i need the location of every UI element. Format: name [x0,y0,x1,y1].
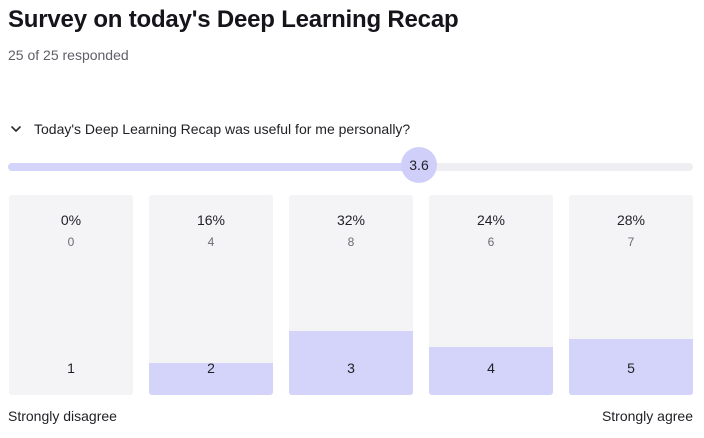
bar-option-3: 32% 8 3 [289,195,413,395]
scale-max-label: Strongly agree [601,408,693,424]
bar-category-label: 4 [487,360,495,376]
bar-option-4: 24% 6 4 [429,195,553,395]
bar-option-2: 16% 4 2 [149,195,273,395]
bar-category-label: 5 [627,360,635,376]
bar-option-5: 28% 7 5 [569,195,693,395]
bar-fill [429,347,553,395]
chevron-down-icon[interactable] [8,121,24,137]
bar-count-label: 8 [347,235,355,249]
bar-count-label: 4 [207,235,215,249]
average-value-badge[interactable]: 3.6 [401,147,437,183]
bar-category-label: 3 [347,360,355,376]
average-slider-track [8,163,693,171]
question-text: Today's Deep Learning Recap was useful f… [34,121,411,137]
bar-category-label: 2 [207,360,215,376]
bar-fill [289,331,413,395]
bar-percent-label: 24% [476,212,506,228]
bar-count-label: 0 [67,235,75,249]
bar-fill [149,363,273,395]
response-count: 25 of 25 responded [8,47,129,63]
bar-category-label: 1 [67,360,75,376]
bar-percent-label: 0% [60,212,82,228]
bar-count-label: 6 [487,235,495,249]
bar-percent-label: 16% [196,212,226,228]
bar-fill [569,339,693,395]
bar-option-1: 0% 0 1 [9,195,133,395]
response-distribution-chart: 0% 0 1 16% 4 2 32% 8 3 24% 6 4 28% 7 5 [9,195,693,395]
bar-percent-label: 32% [336,212,366,228]
bar-count-label: 7 [627,235,635,249]
scale-min-label: Strongly disagree [8,408,117,424]
question-toggle[interactable]: Today's Deep Learning Recap was useful f… [8,119,410,139]
average-slider-fill [8,163,419,171]
bar-percent-label: 28% [616,212,646,228]
page-title: Survey on today's Deep Learning Recap [8,6,459,33]
